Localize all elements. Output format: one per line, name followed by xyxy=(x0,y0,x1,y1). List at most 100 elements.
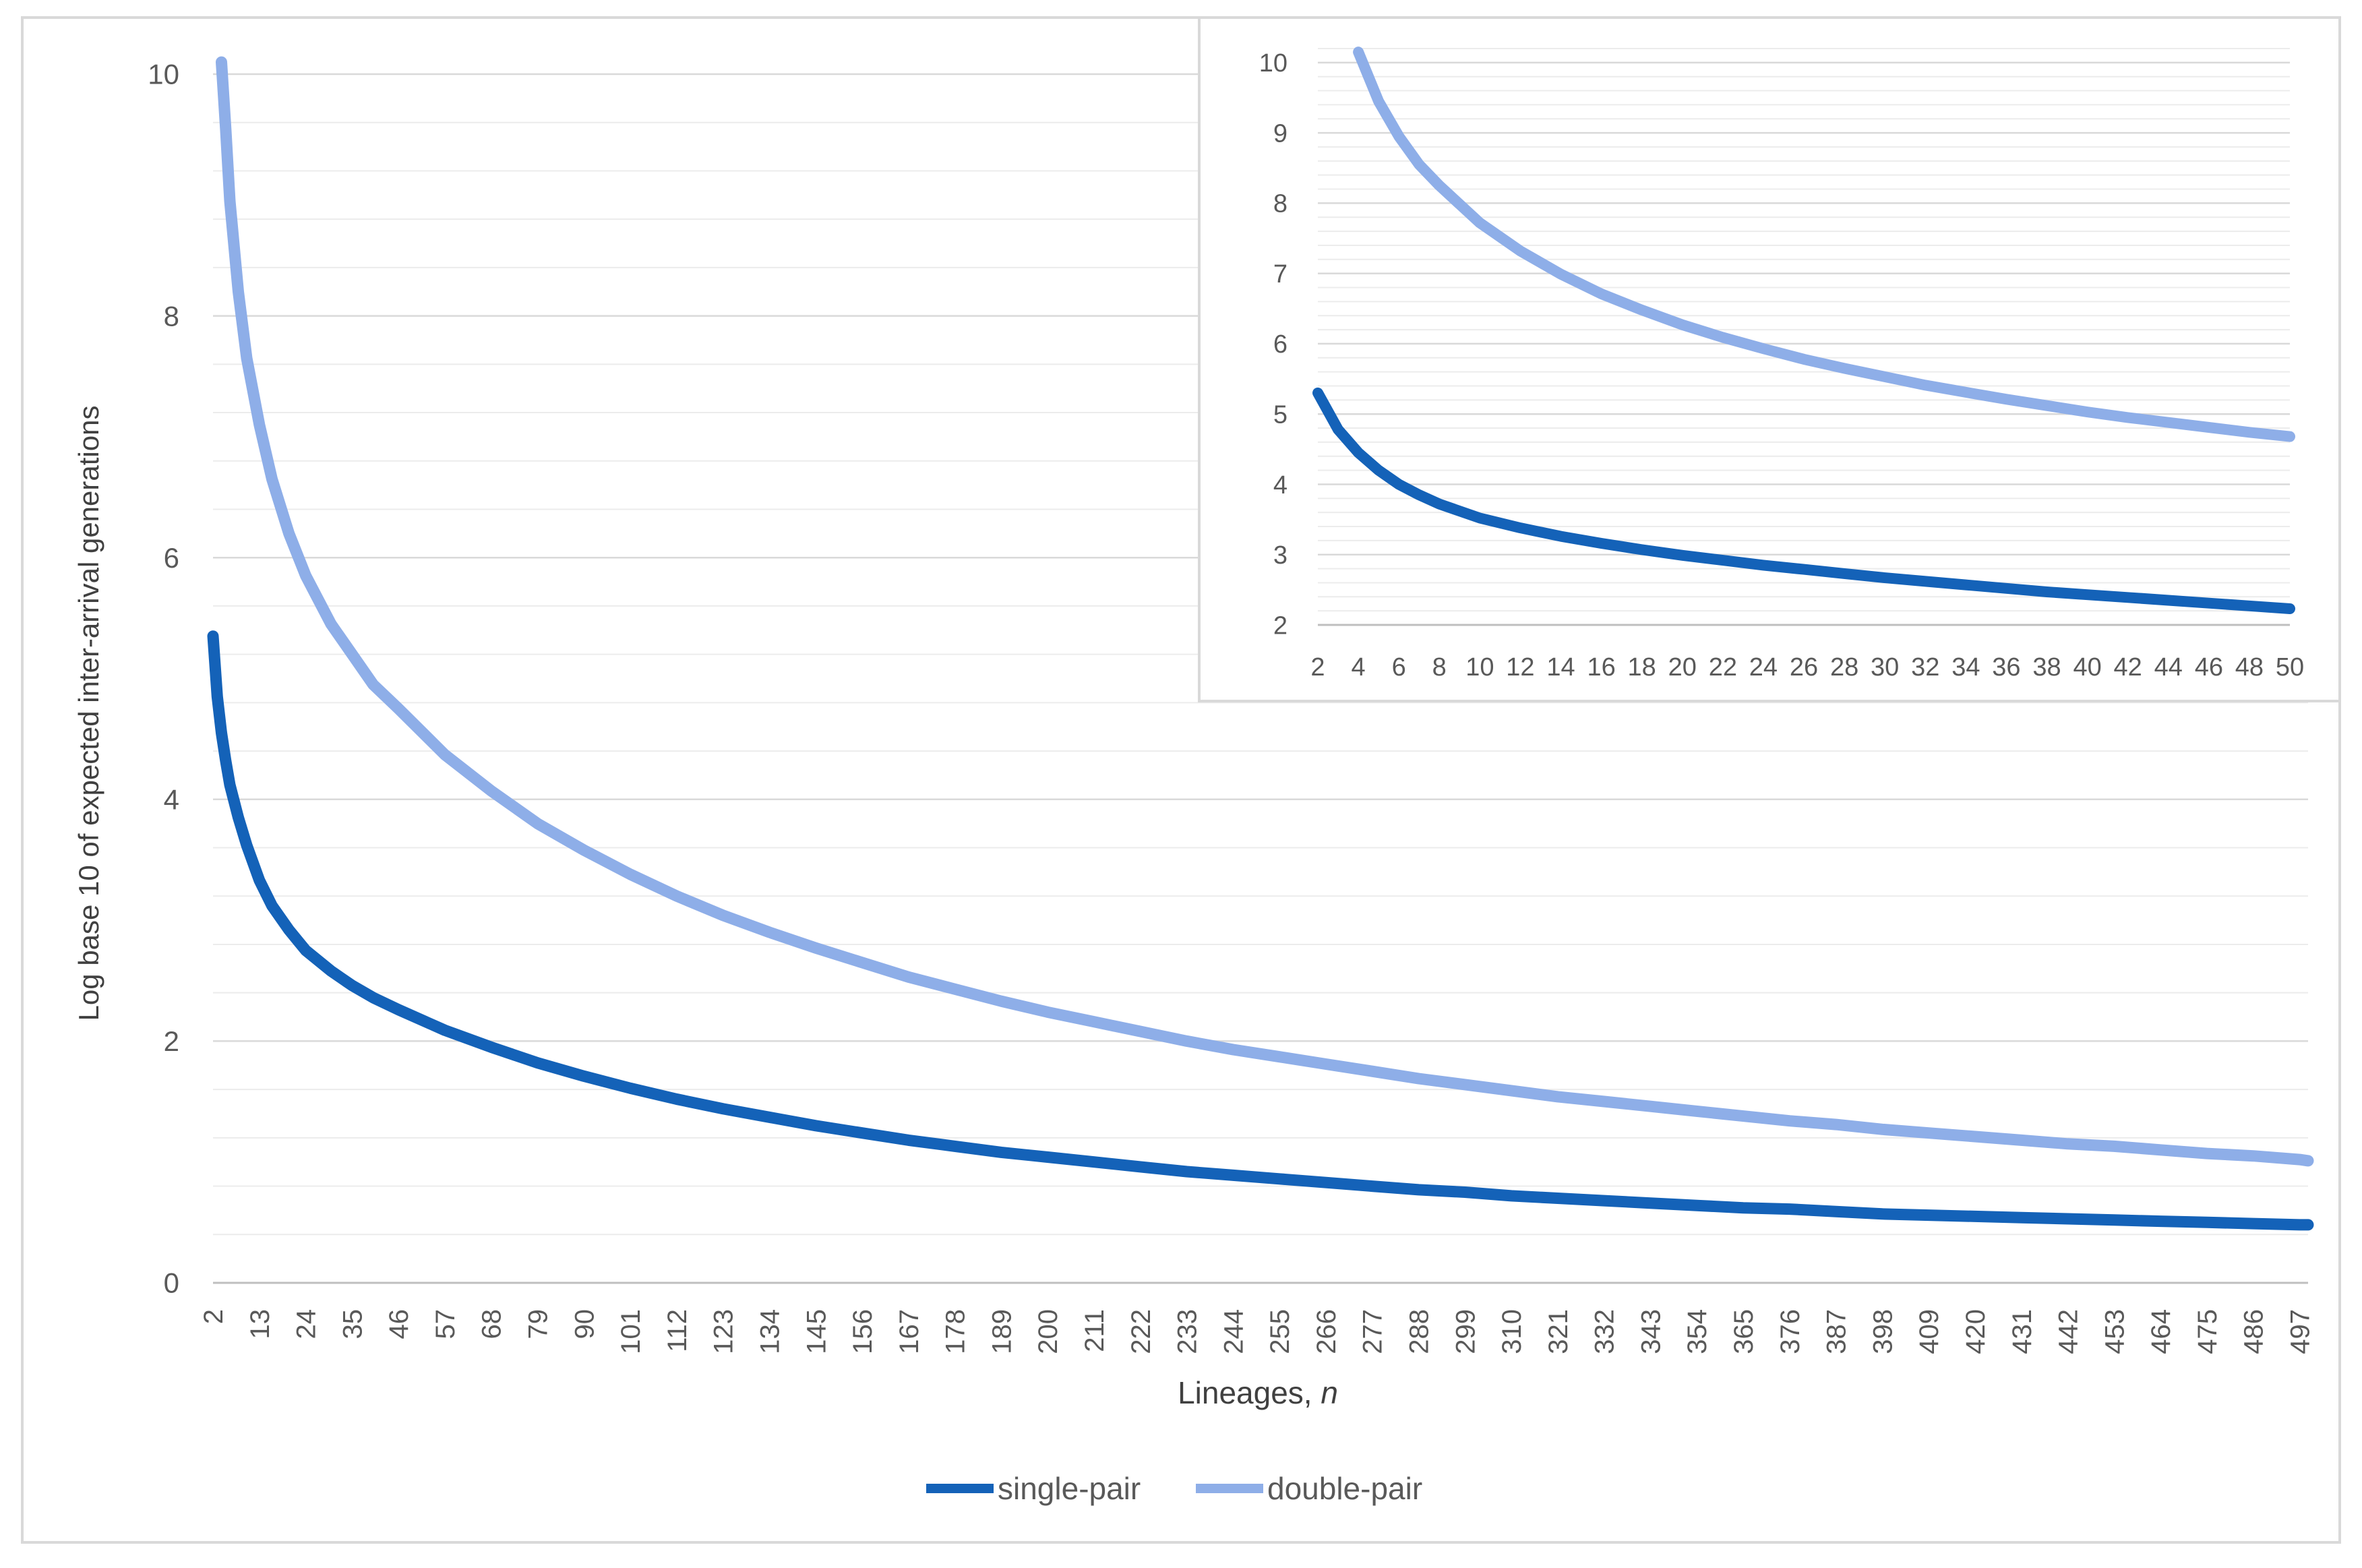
y-tick-label: 9 xyxy=(1273,119,1288,148)
x-tick-label: 2 xyxy=(1310,653,1325,682)
x-tick-label: 189 xyxy=(987,1309,1017,1354)
y-tick-label: 8 xyxy=(1273,190,1288,218)
y-tick-label: 7 xyxy=(1273,260,1288,289)
x-tick-label: 365 xyxy=(1729,1309,1759,1354)
x-tick-label: 22 xyxy=(1709,653,1737,682)
y-tick-label: 4 xyxy=(1273,471,1288,500)
main-x-tick-labels: 2 13 24 35 46 57 68 79 90 101 112 123 134 145 156 167 17… xyxy=(199,1309,2315,1354)
inset-y-tick-labels: 2 3 4 5 6 7 8 9 10 xyxy=(1259,49,1288,640)
x-tick-label: 299 xyxy=(1451,1309,1480,1354)
x-tick-label: 14 xyxy=(1546,653,1575,682)
x-tick-label: 255 xyxy=(1265,1309,1295,1354)
y-tick-label: 8 xyxy=(164,300,179,332)
x-tick-label: 26 xyxy=(1790,653,1818,682)
x-tick-label: 2 xyxy=(199,1309,229,1324)
x-tick-label: 145 xyxy=(801,1309,831,1354)
inset-border xyxy=(1198,16,2341,702)
x-tick-label: 409 xyxy=(1914,1309,1944,1354)
x-tick-label: 16 xyxy=(1587,653,1615,682)
series-line-single-pair xyxy=(207,630,2314,1231)
x-tick-label: 38 xyxy=(2032,653,2061,682)
x-tick-label: 134 xyxy=(755,1309,785,1354)
x-tick-label: 10 xyxy=(1465,653,1494,682)
x-tick-label: 24 xyxy=(292,1309,322,1339)
x-tick-label: 233 xyxy=(1173,1309,1203,1354)
x-axis-title-variable: n xyxy=(1321,1375,1338,1410)
x-tick-label: 57 xyxy=(431,1309,460,1339)
x-tick-label: 343 xyxy=(1636,1309,1666,1354)
y-tick-label: 6 xyxy=(164,542,179,574)
x-axis-title-text: Lineages, xyxy=(1178,1375,1321,1410)
x-tick-label: 48 xyxy=(2235,653,2264,682)
x-tick-label: 398 xyxy=(1868,1309,1898,1354)
x-tick-label: 42 xyxy=(2114,653,2142,682)
x-tick-label: 376 xyxy=(1776,1309,1805,1354)
x-tick-label: 6 xyxy=(1392,653,1406,682)
x-tick-label: 453 xyxy=(2100,1309,2129,1354)
x-tick-label: 20 xyxy=(1668,653,1697,682)
x-tick-label: 244 xyxy=(1219,1309,1248,1354)
x-tick-label: 12 xyxy=(1506,653,1534,682)
legend-label-double-pair: double-pair xyxy=(1267,1471,1422,1506)
y-tick-label: 10 xyxy=(1259,49,1288,78)
x-tick-label: 34 xyxy=(1951,653,1980,682)
x-tick-label: 200 xyxy=(1033,1309,1063,1354)
x-tick-label: 90 xyxy=(570,1309,599,1339)
x-tick-label: 266 xyxy=(1312,1309,1341,1354)
x-tick-label: 13 xyxy=(245,1309,275,1339)
x-tick-label: 101 xyxy=(616,1309,646,1354)
x-tick-label: 475 xyxy=(2193,1309,2222,1354)
x-tick-label: 18 xyxy=(1628,653,1656,682)
x-tick-label: 24 xyxy=(1749,653,1778,682)
y-tick-label: 6 xyxy=(1273,330,1288,359)
x-tick-label: 277 xyxy=(1358,1309,1388,1354)
x-tick-label: 112 xyxy=(663,1309,692,1352)
y-tick-label: 2 xyxy=(164,1025,179,1057)
y-axis-title: Log base 10 of expected inter-arrival ge… xyxy=(73,406,104,1021)
y-tick-label: 3 xyxy=(1273,541,1288,570)
x-tick-label: 420 xyxy=(1961,1309,1991,1354)
y-tick-label: 5 xyxy=(1273,400,1288,429)
x-tick-label: 44 xyxy=(2154,653,2183,682)
x-tick-label: 310 xyxy=(1497,1309,1527,1354)
x-tick-label: 40 xyxy=(2073,653,2101,682)
x-tick-label: 50 xyxy=(2276,653,2304,682)
x-tick-label: 387 xyxy=(1822,1309,1852,1354)
x-tick-label: 178 xyxy=(941,1309,971,1354)
series-line-single-pair xyxy=(1312,387,2295,614)
x-tick-label: 354 xyxy=(1683,1309,1712,1354)
x-tick-label: 431 xyxy=(2007,1309,2037,1354)
x-tick-label: 46 xyxy=(2195,653,2223,682)
x-tick-label: 68 xyxy=(477,1309,507,1339)
legend: single-pair double-pair xyxy=(926,1471,1422,1506)
x-tick-label: 486 xyxy=(2239,1309,2269,1354)
x-tick-label: 464 xyxy=(2146,1309,2176,1354)
x-tick-label: 79 xyxy=(524,1309,553,1339)
main-series-lines xyxy=(207,56,2314,1231)
inset-series-lines xyxy=(1312,47,2295,614)
x-tick-label: 321 xyxy=(1544,1309,1573,1354)
series-line-double-pair xyxy=(216,56,2314,1167)
x-tick-label: 222 xyxy=(1126,1309,1156,1354)
x-tick-label: 332 xyxy=(1590,1309,1620,1354)
inset-x-tick-labels: 2 4 6 8 10 12 14 16 18 20 22 24 26 28 30 32 34 36 38 40 42 44… xyxy=(1310,653,2304,682)
x-tick-label: 123 xyxy=(709,1309,739,1354)
x-tick-label: 28 xyxy=(1830,653,1858,682)
x-tick-label: 36 xyxy=(1992,653,2020,682)
y-tick-label: 0 xyxy=(164,1267,179,1299)
x-tick-label: 32 xyxy=(1911,653,1939,682)
main-y-tick-labels: 0 2 4 6 8 10 xyxy=(148,59,179,1299)
y-tick-label: 2 xyxy=(1273,611,1288,640)
x-tick-label: 167 xyxy=(895,1309,924,1354)
x-tick-label: 35 xyxy=(338,1309,367,1339)
x-tick-label: 288 xyxy=(1405,1309,1434,1354)
x-tick-label: 156 xyxy=(848,1309,878,1354)
x-tick-label: 211 xyxy=(1080,1309,1110,1352)
x-tick-label: 8 xyxy=(1432,653,1447,682)
y-tick-label: 4 xyxy=(164,784,179,816)
x-tick-label: 497 xyxy=(2285,1309,2315,1354)
x-tick-label: 46 xyxy=(384,1309,414,1339)
legend-label-single-pair: single-pair xyxy=(998,1471,1141,1506)
